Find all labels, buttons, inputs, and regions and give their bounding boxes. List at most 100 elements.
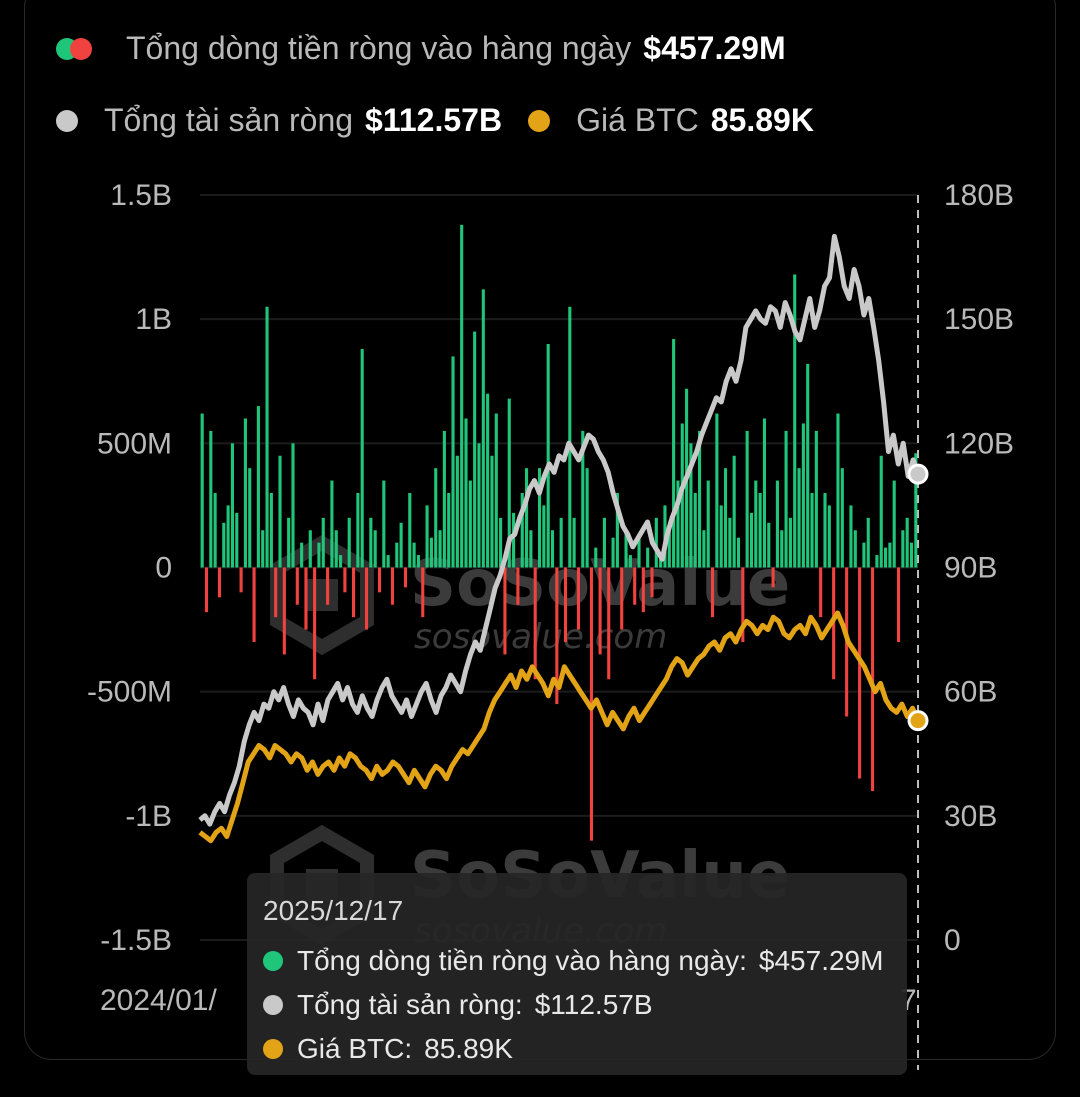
inflow-bar[interactable] [451, 356, 455, 568]
inflow-bar[interactable] [914, 453, 918, 568]
inflow-bar[interactable] [836, 413, 840, 568]
inflow-bar[interactable] [507, 398, 511, 568]
inflow-bar[interactable] [710, 567, 715, 618]
inflow-bar[interactable] [715, 413, 719, 568]
inflow-bar[interactable] [295, 567, 299, 605]
inflow-bar[interactable] [204, 567, 209, 613]
inflow-bar[interactable] [858, 567, 862, 779]
inflow-bar[interactable] [261, 530, 265, 568]
inflow-bar[interactable] [542, 505, 546, 568]
inflow-bar[interactable] [486, 393, 490, 568]
inflow-bar[interactable] [239, 567, 243, 593]
inflow-bar[interactable] [754, 480, 758, 568]
inflow-bar[interactable] [672, 339, 676, 568]
inflow-bar[interactable] [395, 542, 399, 568]
inflow-bar[interactable] [326, 567, 330, 605]
inflow-bar[interactable] [265, 306, 269, 568]
inflow-bar[interactable] [862, 542, 866, 568]
inflow-bar[interactable] [896, 567, 901, 643]
inflow-bar[interactable] [382, 480, 386, 568]
btc-price-line[interactable] [198, 610, 921, 844]
inflow-bar[interactable] [269, 493, 273, 568]
inflow-bar[interactable] [339, 555, 343, 568]
inflow-bar[interactable] [602, 517, 606, 568]
inflow-bar[interactable] [464, 418, 468, 568]
inflow-bar[interactable] [840, 468, 844, 568]
inflow-bar[interactable] [282, 567, 286, 655]
inflow-bar[interactable] [723, 468, 728, 568]
inflow-bar[interactable] [390, 567, 395, 605]
inflow-bar[interactable] [351, 567, 356, 618]
inflow-bar[interactable] [248, 468, 252, 568]
inflow-bar[interactable] [572, 517, 576, 568]
inflow-bar[interactable] [771, 567, 775, 588]
net-assets-line[interactable] [198, 233, 921, 827]
inflow-bar[interactable] [512, 512, 516, 568]
inflow-bar[interactable] [624, 530, 628, 568]
inflow-bar[interactable] [814, 430, 818, 568]
inflow-bar[interactable] [767, 522, 771, 568]
inflow-bar[interactable] [620, 567, 624, 630]
inflow-bar[interactable] [473, 331, 477, 568]
inflow-bar[interactable] [408, 493, 412, 568]
inflow-bar[interactable] [741, 567, 745, 643]
inflow-bar[interactable] [360, 348, 364, 568]
inflow-bar[interactable] [585, 468, 589, 568]
inflow-bar[interactable] [347, 517, 351, 568]
inflow-bar[interactable] [546, 344, 550, 568]
btc-price-dot-icon[interactable] [528, 109, 551, 132]
inflow-bar[interactable] [646, 547, 650, 568]
inflow-bar[interactable] [788, 517, 792, 568]
inflow-bar[interactable] [525, 468, 529, 568]
inflow-bar[interactable] [243, 418, 247, 568]
inflow-bar[interactable] [559, 517, 563, 568]
inflow-bar[interactable] [468, 480, 472, 568]
inflow-bar[interactable] [555, 567, 559, 705]
inflow-bar[interactable] [442, 430, 446, 568]
inflow-bar[interactable] [866, 517, 870, 568]
inflow-bar[interactable] [650, 567, 654, 598]
inflow-bar[interactable] [676, 480, 680, 568]
inflow-bar[interactable] [823, 493, 827, 568]
inflow-bar[interactable] [594, 547, 598, 568]
inflow-bar[interactable] [377, 567, 382, 593]
inflow-bar[interactable] [287, 517, 291, 568]
inflow-bar[interactable] [412, 542, 416, 568]
inflow-bar[interactable] [330, 480, 334, 568]
inflow-bar[interactable] [308, 530, 312, 568]
inflow-bar[interactable] [637, 537, 641, 568]
inflow-bar[interactable] [568, 306, 572, 568]
inflow-bar[interactable] [490, 455, 494, 568]
inflow-bar[interactable] [728, 517, 732, 568]
inflow-bar[interactable] [447, 493, 451, 568]
inflow-bar[interactable] [274, 567, 278, 618]
inflow-bar[interactable] [871, 567, 875, 792]
inflow-bar[interactable] [849, 505, 853, 568]
inflow-bar[interactable] [810, 493, 814, 568]
inflow-bar[interactable] [369, 517, 373, 568]
inflow-bar[interactable] [736, 537, 741, 568]
inflow-bar[interactable] [317, 542, 321, 568]
inflow-bar[interactable] [516, 567, 520, 605]
inflow-bar[interactable] [775, 480, 779, 568]
inflow-bar[interactable] [533, 567, 537, 680]
inflow-bar[interactable] [732, 455, 736, 568]
inflow-bar[interactable] [888, 542, 892, 568]
inflow-bar[interactable] [659, 555, 663, 568]
inflow-bar[interactable] [611, 537, 615, 568]
inflow-bar[interactable] [537, 468, 542, 568]
inflow-bar[interactable] [343, 567, 347, 593]
inflow-bar[interactable] [628, 555, 632, 568]
inflow-bar[interactable] [213, 493, 217, 568]
inflow-bar[interactable] [758, 493, 762, 568]
inflow-bar[interactable] [334, 530, 338, 568]
inflow-bar[interactable] [563, 567, 568, 643]
inflow-bar[interactable] [576, 567, 581, 630]
inflow-bar[interactable] [780, 530, 784, 568]
inflow-bar[interactable] [615, 493, 619, 568]
inflow-bar[interactable] [209, 430, 213, 568]
inflow-bar[interactable] [477, 443, 481, 568]
inflow-bar[interactable] [827, 505, 831, 568]
inflow-bar[interactable] [633, 567, 637, 605]
inflow-bar[interactable] [226, 505, 230, 568]
